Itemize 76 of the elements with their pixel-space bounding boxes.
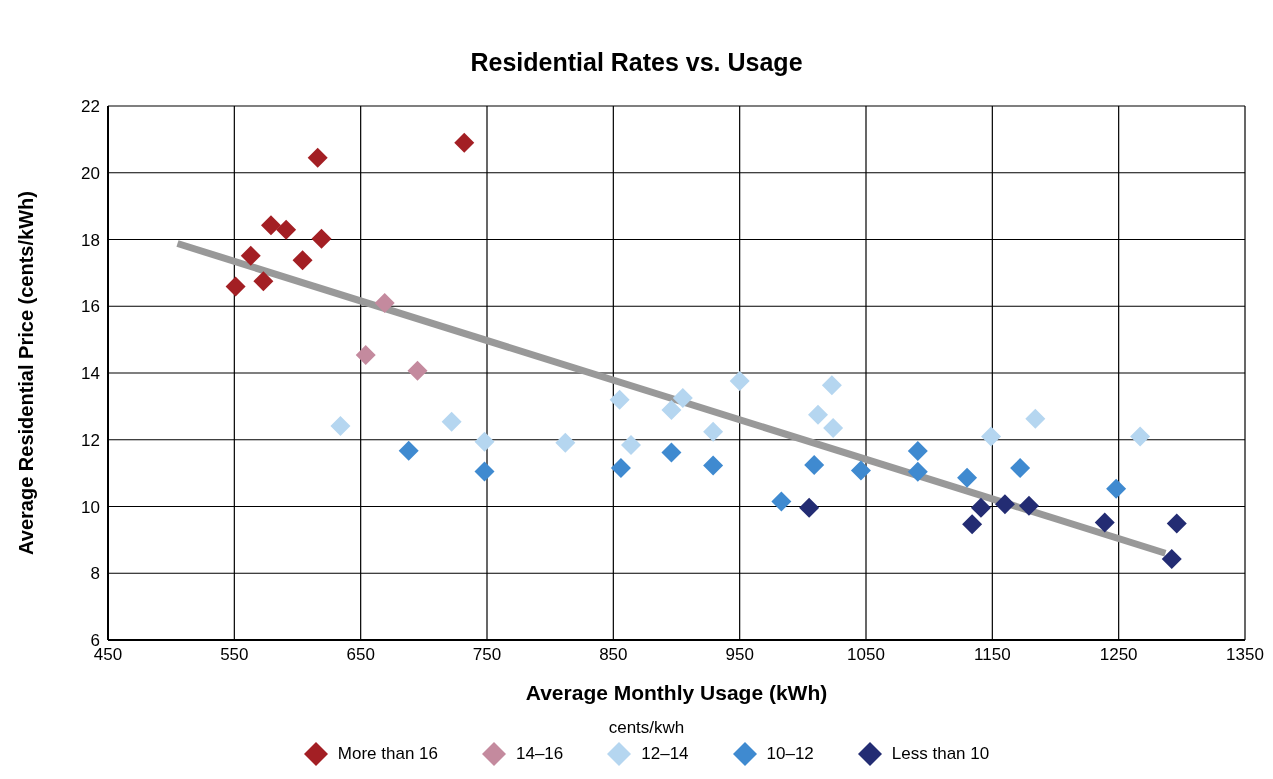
point [311, 228, 332, 249]
point [1166, 513, 1187, 534]
point [374, 292, 395, 313]
point [661, 442, 682, 463]
y-tick-label: 22 [81, 97, 100, 117]
x-tick-label: 1250 [1099, 645, 1138, 665]
chart-title: Residential Rates vs. Usage [469, 47, 804, 78]
y-tick-label: 10 [81, 497, 100, 517]
point [240, 245, 261, 266]
legend-label: Less than 10 [891, 744, 990, 764]
point [729, 371, 750, 392]
point [307, 147, 328, 168]
x-tick-label: 1350 [1226, 645, 1264, 665]
x-tick-label: 850 [599, 645, 628, 665]
x-tick-label: 650 [346, 645, 375, 665]
point [407, 360, 428, 381]
point [970, 497, 991, 518]
point [823, 418, 844, 439]
point [225, 276, 246, 297]
x-tick-label: 950 [725, 645, 754, 665]
point [253, 271, 274, 292]
point [610, 458, 631, 479]
y-tick-label: 12 [81, 430, 100, 450]
point [821, 375, 842, 396]
point [441, 411, 462, 432]
point [907, 441, 928, 462]
point [276, 219, 297, 240]
point [454, 132, 475, 153]
point [1010, 458, 1031, 479]
point [799, 497, 820, 518]
x-tick-label: 550 [220, 645, 249, 665]
y-tick-label: 18 [81, 230, 100, 250]
point [1025, 408, 1046, 429]
legend-label: 10–12 [766, 744, 814, 764]
point [703, 455, 724, 476]
point [1094, 512, 1115, 533]
point [661, 400, 682, 421]
x-tick-label: 1150 [974, 645, 1011, 665]
point [609, 389, 630, 410]
point [474, 431, 495, 452]
y-tick-label: 20 [81, 163, 100, 183]
legend-label: 14–16 [515, 744, 564, 764]
point [807, 404, 828, 425]
point [703, 421, 724, 442]
point [771, 491, 792, 512]
point [962, 514, 983, 535]
x-tick-label: 450 [93, 645, 123, 665]
point [621, 435, 642, 456]
point [260, 215, 281, 236]
point [292, 250, 313, 271]
y-axis-title: Average Residential Price (cents/kWh) [15, 191, 38, 555]
point [355, 344, 376, 365]
point [994, 494, 1015, 515]
point [672, 388, 693, 409]
x-axis-title: Average Monthly Usage (kWh) [525, 681, 828, 704]
point [1130, 426, 1151, 447]
y-tick-label: 16 [81, 297, 100, 317]
legend-label: More than 16 [337, 744, 438, 764]
point [398, 440, 419, 461]
point [850, 460, 871, 481]
point [1018, 495, 1039, 516]
point [1161, 548, 1182, 569]
y-tick-label: 8 [90, 564, 100, 584]
point [957, 467, 978, 488]
point [907, 461, 928, 482]
point [1106, 478, 1127, 499]
legend-title: cents/kwh [607, 718, 686, 738]
legend-label: 12–14 [641, 744, 689, 764]
point [555, 432, 576, 453]
x-tick-label: 750 [472, 645, 502, 665]
point [981, 426, 1002, 447]
point [804, 455, 825, 476]
point [330, 416, 351, 437]
point [474, 461, 495, 482]
y-tick-label: 14 [81, 364, 100, 384]
x-tick-label: 1050 [847, 645, 885, 665]
